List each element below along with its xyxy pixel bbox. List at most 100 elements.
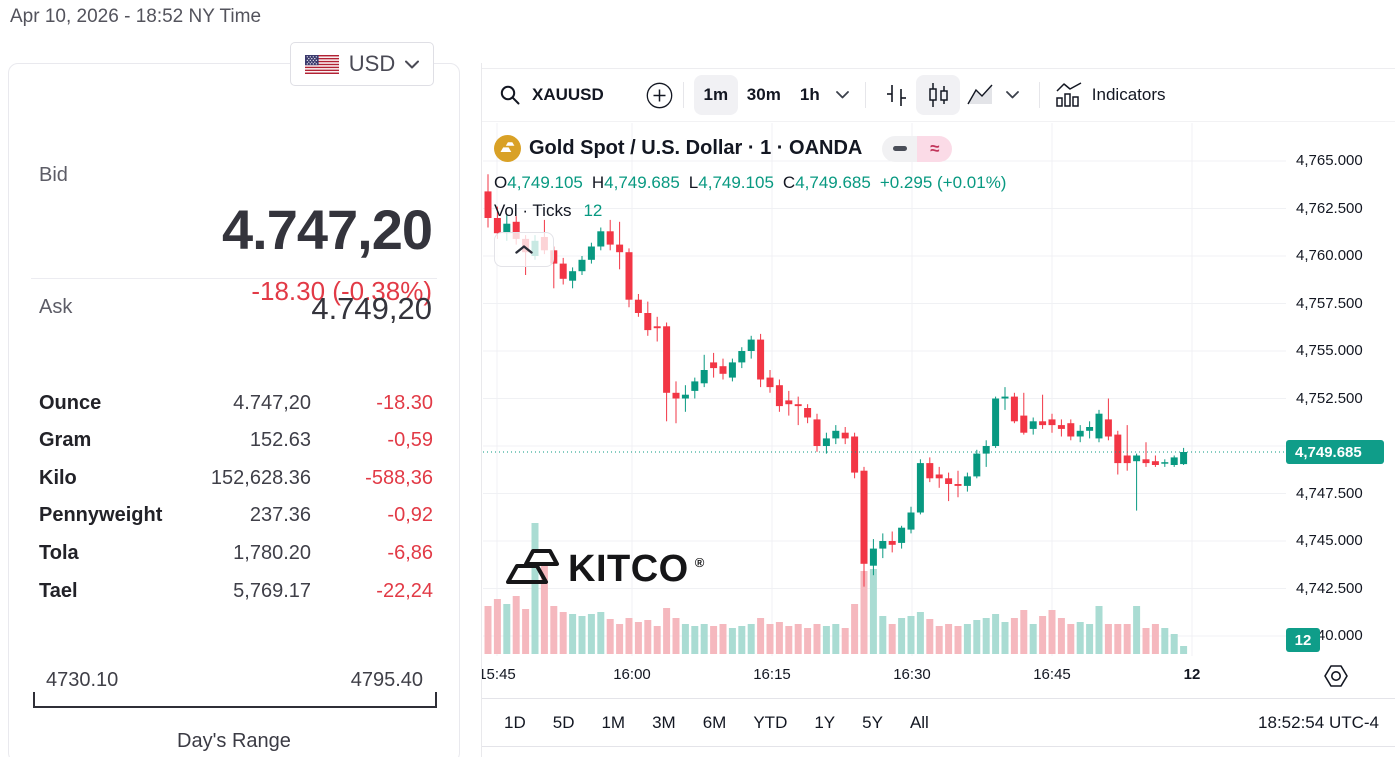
volume-bar xyxy=(681,624,689,654)
volume-bar xyxy=(832,624,840,654)
candle-body xyxy=(926,463,934,479)
range-button-1y[interactable]: 1Y xyxy=(814,712,836,732)
volume-bar xyxy=(804,628,812,654)
range-button-6m[interactable]: 6M xyxy=(702,712,727,732)
range-button-5d[interactable]: 5D xyxy=(552,712,575,732)
volume-bar xyxy=(1161,628,1169,654)
volume-bar xyxy=(992,614,1000,654)
interval-button-1h[interactable]: 1h xyxy=(799,85,820,104)
volume-bar xyxy=(634,622,642,654)
area-chart-style-icon[interactable] xyxy=(960,75,1000,115)
compare-add-icon[interactable] xyxy=(646,82,673,109)
volume-bar xyxy=(1048,610,1056,654)
volume-readout: Vol · Ticks 12 xyxy=(494,201,602,221)
collapse-legend-button[interactable] xyxy=(494,232,554,267)
style-menu-chevron-icon[interactable] xyxy=(1005,91,1019,99)
candle-body xyxy=(813,419,821,446)
chart-plot-area[interactable] xyxy=(483,123,1286,656)
volume-bar xyxy=(1086,624,1094,654)
bid-change: -18.30 (-0.38%) xyxy=(251,276,432,306)
volume-bar xyxy=(512,596,520,654)
volume-bar xyxy=(587,614,595,654)
interval-button-30m[interactable]: 30m xyxy=(746,85,781,104)
unit-row-pennyweight: Pennyweight 237.36 -0,92 xyxy=(9,504,459,530)
candle-body xyxy=(935,474,943,479)
volume-bar xyxy=(1067,624,1075,654)
candle-body xyxy=(1010,396,1018,422)
market-status-pills[interactable]: ≈ xyxy=(882,135,953,162)
kitco-goldbars-icon xyxy=(504,544,562,586)
chart-clock[interactable]: 18:52:54 UTC-4 xyxy=(1258,712,1379,732)
range-button-3m[interactable]: 3M xyxy=(652,712,676,732)
volume-bar xyxy=(616,624,624,654)
candle-body xyxy=(1048,419,1056,426)
range-button-1m[interactable]: 1M xyxy=(601,712,626,732)
price-tick-label: 4,745.000 xyxy=(1296,532,1363,549)
candle-body xyxy=(869,548,877,566)
candle-body xyxy=(907,512,915,530)
unit-value: 152,628.36 xyxy=(210,467,311,489)
volume-bar xyxy=(710,626,718,654)
volume-bar xyxy=(700,624,708,654)
quote-panel: Bid 4.747,20 -18.30 (-0.38%) Ask 4.749,2… xyxy=(8,63,460,757)
currency-selector[interactable]: USD xyxy=(290,42,434,86)
time-axis[interactable]: 15:45 16:00 16:15 16:30 16:45 12 xyxy=(482,656,1286,698)
unit-value: 4.747,20 xyxy=(233,392,311,414)
price-axis[interactable]: 4,740.000 4,742.500 4,745.000 4,747.500 4,75… xyxy=(1286,123,1395,748)
bar-chart-style-icon[interactable] xyxy=(876,75,916,115)
volume-bar xyxy=(1180,646,1188,654)
candle-body xyxy=(841,432,849,439)
volume-bar xyxy=(625,618,633,654)
time-tick-label: 16:30 xyxy=(893,666,931,683)
time-tick-label: 16:45 xyxy=(1033,666,1071,683)
candle-body xyxy=(569,271,577,281)
candle-body xyxy=(954,484,962,486)
candle-body xyxy=(1086,427,1094,431)
ohlc-readout: O4,749.105 H4,749.685 L4,749.105 C4,749.685… xyxy=(494,173,1015,193)
candle-body xyxy=(1029,421,1037,429)
volume-bar xyxy=(738,626,746,654)
candle-body xyxy=(1104,419,1112,437)
chart-title[interactable]: Gold Spot / U.S. Dollar · 1 · OANDA xyxy=(529,137,863,159)
unit-row-tael: Tael 5,769.17 -22,24 xyxy=(9,580,459,606)
volume-bar xyxy=(606,619,614,654)
volume-bar xyxy=(1170,634,1178,654)
candle-body xyxy=(738,351,746,363)
volume-bar xyxy=(1133,606,1141,654)
search-icon[interactable] xyxy=(498,83,522,107)
candle-body xyxy=(578,259,586,272)
candle-body xyxy=(992,398,1000,446)
volume-bar xyxy=(869,569,877,654)
interval-button-1m[interactable]: 1m xyxy=(693,75,738,115)
interval-menu-chevron-icon[interactable] xyxy=(835,91,849,99)
volume-bar xyxy=(954,626,962,654)
volume-bar xyxy=(916,612,924,654)
candle-body xyxy=(1180,452,1188,465)
candlestick-plot[interactable] xyxy=(483,123,1286,656)
candle-body xyxy=(606,231,614,245)
kitco-watermark: KITCO ® xyxy=(504,544,704,588)
volume-label: Vol · Ticks xyxy=(494,201,572,220)
unit-label: Gram xyxy=(39,429,92,451)
volume-bar xyxy=(851,604,859,654)
indicators-icon[interactable] xyxy=(1054,82,1084,108)
price-tick-label: 4,765.000 xyxy=(1296,152,1363,169)
axis-settings-icon[interactable] xyxy=(1322,663,1350,689)
symbol-search-button[interactable]: XAUUSD xyxy=(532,85,604,104)
range-button-ytd[interactable]: YTD xyxy=(753,712,788,732)
range-button-1d[interactable]: 1D xyxy=(504,712,526,732)
low-key: L xyxy=(688,173,699,192)
change-value: +0.295 (+0.01%) xyxy=(879,173,1007,192)
volume-tag: 12 xyxy=(1286,628,1320,652)
chart-bottom-bar: 1D 5D 1M 3M 6M YTD 1Y 5Y All 18:52:54 UTC-4 xyxy=(482,698,1395,747)
range-button-all[interactable]: All xyxy=(909,712,929,732)
market-status-delay-icon: ≈ xyxy=(917,135,953,162)
days-range-high: 4795.40 xyxy=(350,669,423,691)
unit-row-ounce: Ounce 4.747,20 -18.30 xyxy=(9,392,459,418)
chevron-down-icon xyxy=(405,60,420,69)
candlestick-style-icon[interactable] xyxy=(915,75,960,115)
range-button-5y[interactable]: 5Y xyxy=(862,712,883,732)
indicators-button[interactable]: Indicators xyxy=(1091,85,1166,104)
volume-bar xyxy=(1095,606,1103,654)
volume-bar xyxy=(1010,618,1018,654)
